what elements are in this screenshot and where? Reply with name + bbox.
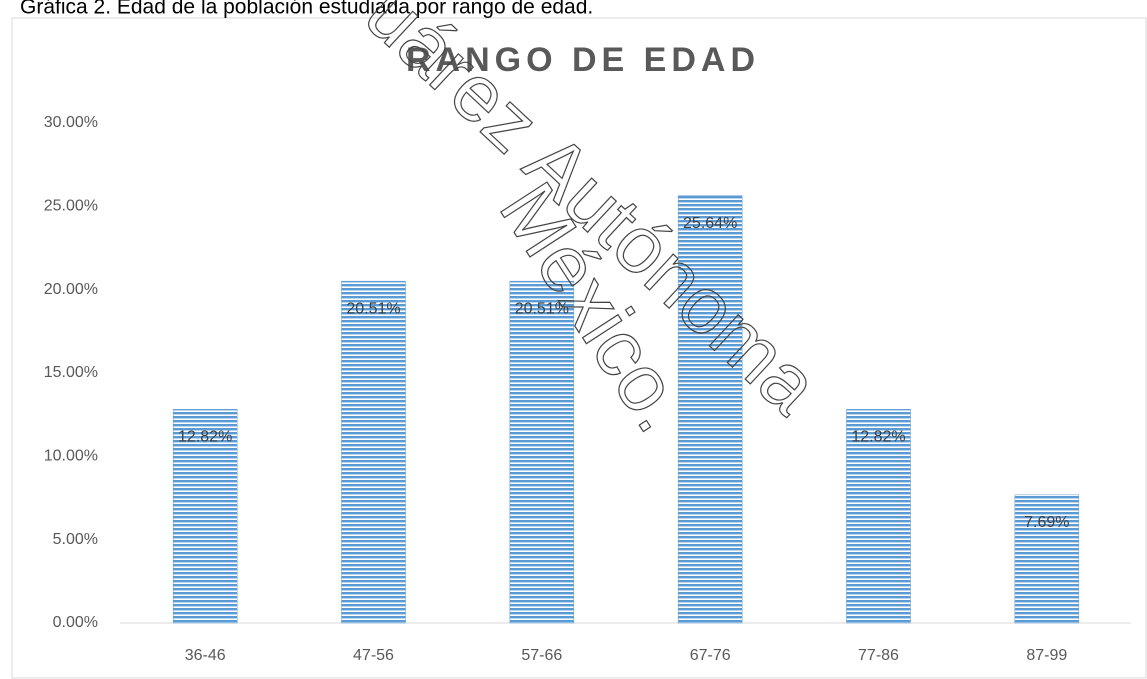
value-label: 12.82%	[178, 429, 232, 446]
value-label: 7.69%	[1024, 514, 1069, 531]
value-label: 20.51%	[346, 300, 400, 317]
y-tick-label: 15.00%	[44, 364, 98, 381]
caption: Gráfica 2. Edad de la población estudiad…	[20, 0, 593, 19]
x-tick-label: 67-76	[690, 647, 731, 664]
y-tick-label: 0.00%	[53, 614, 98, 631]
y-tick-label: 30.00%	[44, 114, 98, 131]
bar	[509, 280, 575, 624]
y-tick-label: 20.00%	[44, 281, 98, 298]
chart-title: RANGO DE EDAD	[406, 41, 760, 79]
bar	[341, 280, 406, 624]
bar	[172, 409, 238, 624]
bar	[677, 195, 743, 624]
x-tick-label: 47-56	[353, 647, 394, 664]
bar	[1014, 494, 1080, 624]
y-tick-label: 25.00%	[44, 198, 98, 215]
value-label: 20.51%	[515, 300, 569, 317]
value-label: 25.64%	[683, 215, 737, 232]
x-tick-label: 77-86	[858, 647, 899, 664]
bar	[846, 409, 911, 624]
x-tick-label: 57-66	[521, 647, 562, 664]
x-tick-label: 87-99	[1026, 647, 1067, 664]
value-label: 12.82%	[851, 429, 905, 446]
y-tick-label: 5.00%	[53, 531, 98, 548]
y-tick-label: 10.00%	[44, 448, 98, 465]
x-tick-label: 36-46	[185, 647, 226, 664]
